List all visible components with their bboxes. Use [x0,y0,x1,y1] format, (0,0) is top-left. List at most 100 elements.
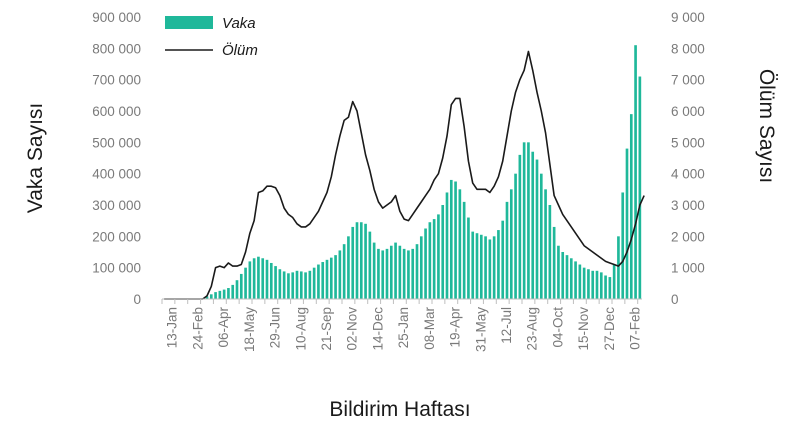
vaka-bar [454,181,457,299]
vaka-bar [368,231,372,299]
vaka-bar [398,245,402,299]
vaka-bar [411,248,415,299]
vaka-bar [381,250,385,299]
vaka-bar [265,259,269,299]
vaka-bar [638,76,642,299]
olum-line [164,50,645,300]
y-tick-label-left: 500 000 [92,135,141,150]
vaka-bar [527,142,530,299]
y-tick-label-right: 6 000 [671,104,705,119]
x-tick-label: 29-Jun [268,307,283,348]
vaka-bar [231,284,235,299]
vaka-bar [557,245,560,299]
vaka-bar [591,270,595,299]
x-tick-label: 18-May [242,307,257,352]
vaka-bar [539,173,543,299]
vaka-bar [505,201,509,299]
vaka-bar [377,248,380,299]
vaka-bar [385,248,389,299]
vaka-bar [304,272,307,299]
x-tick-label: 19-Apr [448,307,463,348]
vaka-bar [548,205,552,299]
y-tick-label-right: 9 000 [671,10,705,25]
vaka-bar [565,255,569,299]
x-tick-label: 25-Jan [396,307,411,348]
vaka-bar [205,296,209,299]
vaka-bar [599,272,603,299]
vaka-bar [334,255,337,299]
vaka-bar [227,288,230,299]
vaka-bar [407,250,410,299]
x-tick-label: 04-Oct [550,307,565,348]
vaka-bar [282,271,286,299]
y-tick-label-right: 7 000 [671,73,705,88]
y-tick-label-left: 0 [133,292,141,307]
y-tick-label-right: 3 000 [671,198,705,213]
vaka-bar [287,273,290,299]
x-tick-label: 13-Jan [165,307,180,348]
legend-swatch-vaka [165,16,213,29]
vaka-bar [222,289,226,299]
x-tick-label: 24-Feb [190,307,205,350]
vaka-bar [552,226,556,299]
vaka-bar [629,114,633,299]
vaka-bar [218,290,222,299]
vaka-bar [437,214,440,299]
vaka-bar [364,223,367,299]
vaka-bar [274,266,277,299]
vaka-bar [531,151,535,299]
vaka-bar [578,264,582,299]
x-tick-label: 06-Apr [216,307,231,348]
right-y-ticks: 0 1 000 2 000 3 000 4 000 5 000 6 000 7 000 8 00… [671,10,705,307]
y-axis-title-left: Vaka Sayısı [24,103,47,214]
vaka-bar [544,189,547,299]
vaka-bar [269,262,273,299]
x-tick-label: 14-Dec [370,307,385,351]
vaka-bar [308,270,312,299]
vaka-bar [299,271,303,299]
x-tick-label: 12-Jul [499,307,514,344]
y-tick-label-right: 8 000 [671,41,705,56]
x-tick-label: 23-Aug [525,307,540,351]
vaka-bar [518,154,522,299]
vaka-bar [582,267,586,299]
y-tick-label-right: 5 000 [671,135,705,150]
y-tick-label-right: 4 000 [671,167,705,182]
vaka-bar [312,267,316,299]
x-tick-label: 21-Sep [319,307,334,351]
vaka-bar [492,236,496,299]
vaka-bar [634,45,637,300]
x-tick-label: 02-Nov [345,307,360,351]
vaka-bar [321,262,325,299]
vaka-bar [257,256,260,299]
vaka-bar [325,259,329,299]
vaka-bar [415,244,419,299]
vaka-bar [574,261,577,299]
x-tick-labels: 13-Jan 24-Feb 06-Apr 18-May 29-Jun 10-Aug 21-S… [165,307,643,353]
vaka-bar [389,245,393,299]
vaka-bar [475,233,479,299]
vaka-bar [402,248,406,299]
vaka-bar [359,222,363,299]
vaka-bar [445,192,449,299]
vaka-bar [569,258,573,299]
vaka-bar [295,270,299,299]
vaka-bar [587,269,590,299]
vaka-bar [355,222,359,299]
vaka-bar [501,220,505,299]
x-axis-title: Bildirim Haftası [329,398,470,421]
x-tick-label: 08-Mar [422,307,437,350]
vaka-bar [617,236,620,299]
vaka-bar [467,217,470,299]
y-tick-label-left: 200 000 [92,229,141,244]
vaka-bar [329,257,333,299]
y-tick-label-right: 2 000 [671,229,705,244]
y-tick-label-left: 400 000 [92,167,141,182]
vaka-bar [428,222,432,299]
vaka-bar [595,270,599,299]
vaka-bar [535,159,539,299]
vaka-bar [338,250,342,299]
vaka-bar [471,231,475,299]
vaka-bar [248,261,252,299]
